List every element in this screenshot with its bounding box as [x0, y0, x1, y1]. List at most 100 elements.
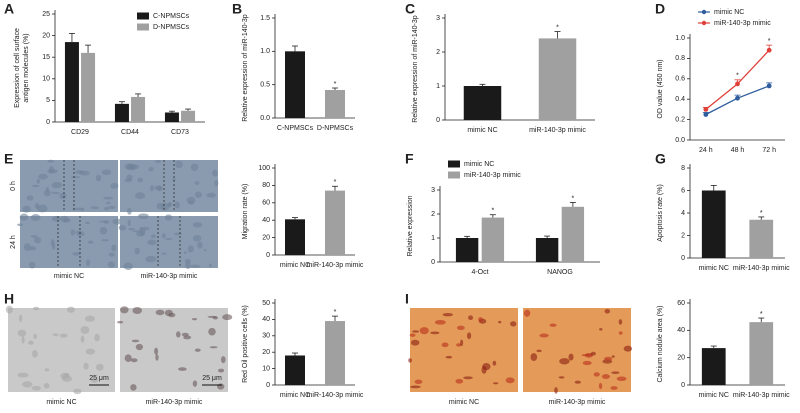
cell	[104, 206, 110, 211]
cell	[161, 233, 166, 239]
cell	[549, 323, 557, 327]
y-tick-label: 20	[262, 349, 270, 356]
cell	[148, 167, 154, 172]
y-axis-label: Migration rate (%)	[242, 184, 249, 240]
cell	[84, 315, 96, 322]
bar	[325, 190, 345, 255]
cell	[408, 358, 412, 363]
bar	[481, 217, 505, 262]
cell	[95, 363, 104, 371]
panel-label: G	[655, 151, 666, 167]
cell	[222, 314, 233, 321]
cell	[103, 196, 114, 200]
cell	[51, 215, 61, 222]
bar	[164, 112, 179, 122]
cell	[130, 384, 137, 391]
micrograph	[20, 159, 119, 213]
micrograph	[17, 213, 123, 269]
cell	[32, 349, 38, 358]
cell	[90, 378, 99, 383]
cell	[482, 362, 491, 371]
significance: *	[760, 210, 763, 217]
cell	[167, 203, 172, 207]
bar	[285, 51, 305, 119]
cell	[17, 329, 27, 337]
legend-swatch	[701, 9, 707, 15]
bar	[701, 190, 726, 258]
cell	[110, 182, 119, 189]
y-tick-label: 0	[46, 119, 50, 126]
cell	[136, 231, 145, 237]
cell	[33, 333, 37, 340]
cell	[176, 331, 181, 338]
y-tick-label: 25	[42, 11, 50, 18]
x-tick-label: C-NPMSCs	[277, 125, 314, 132]
cell	[414, 379, 423, 385]
legend-swatch	[448, 160, 460, 168]
legend-label: mimic NC	[714, 9, 744, 16]
cell	[70, 229, 76, 236]
legend-swatch	[137, 12, 149, 20]
marker	[735, 81, 740, 87]
cell	[155, 309, 165, 316]
y-tick-label: 1.0	[260, 48, 270, 55]
y-axis-label: Expression of cell surface	[14, 28, 21, 108]
cell	[36, 178, 40, 184]
significance: *	[572, 195, 575, 202]
cell	[460, 339, 464, 347]
panel-label: B	[232, 1, 242, 17]
cell	[173, 232, 182, 236]
cell	[49, 165, 54, 174]
cell	[107, 261, 116, 268]
significance: *	[768, 38, 771, 45]
cell	[120, 306, 129, 314]
panel-label: C	[405, 1, 415, 17]
panel-label: H	[4, 291, 14, 307]
y-axis-label: Red Oil positive cells (%)	[242, 305, 249, 383]
cell	[95, 174, 102, 182]
cell	[98, 220, 109, 223]
x-tick-label: miR-140-3p mimic	[307, 262, 364, 269]
cell	[70, 176, 81, 179]
cell	[161, 202, 170, 211]
micrograph	[523, 308, 633, 394]
cell	[99, 226, 108, 235]
y-tick-label: 0.2	[675, 116, 685, 123]
image-label: miR-140-3p mimic	[141, 273, 198, 280]
bar	[535, 238, 559, 262]
cell	[190, 163, 199, 171]
cell	[190, 264, 201, 269]
y-tick-label: 10	[262, 365, 270, 372]
cell	[21, 336, 25, 344]
cell	[29, 246, 37, 251]
x-tick-label: miR-140-3p mimic	[529, 127, 586, 134]
y-axis-label: OD value (450 nm)	[657, 59, 664, 118]
bar	[64, 42, 79, 122]
marker	[703, 107, 709, 112]
cell	[183, 335, 192, 340]
cell	[593, 372, 600, 377]
significance: *	[736, 73, 739, 80]
cell	[410, 385, 421, 389]
y-tick-label: 80	[262, 182, 270, 189]
cell	[43, 382, 50, 389]
cell	[21, 381, 33, 388]
cell	[463, 376, 473, 380]
cell	[17, 372, 29, 378]
cell	[188, 200, 195, 205]
cell	[409, 333, 416, 337]
cell	[430, 331, 440, 335]
cell	[618, 331, 623, 335]
x-tick-label: 24 h	[699, 147, 713, 154]
cell	[217, 383, 225, 390]
cell	[197, 241, 203, 249]
cell	[581, 353, 593, 357]
cell	[22, 205, 31, 213]
y-tick-label: 60	[677, 300, 685, 307]
bar	[285, 355, 305, 385]
cell	[137, 177, 143, 183]
y-axis-label: antigen molecules (%)	[23, 33, 30, 102]
cell	[165, 237, 173, 241]
cell	[32, 306, 40, 311]
legend-swatch	[137, 23, 149, 31]
